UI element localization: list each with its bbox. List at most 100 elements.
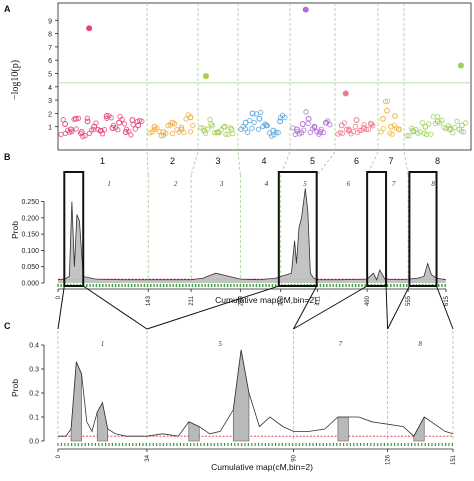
- snp-point: [73, 115, 79, 122]
- snp-point: [135, 122, 142, 129]
- probability-line: [57, 188, 447, 281]
- snp-point: [392, 113, 398, 119]
- panel-b-xtick-label: 211: [189, 295, 195, 305]
- snp-point: [320, 129, 326, 136]
- panel-c-marker-rug: [57, 443, 453, 446]
- qtl-interval-shade: [188, 421, 200, 442]
- snp-point: [221, 123, 228, 130]
- chromosome-divider-connector: [237, 151, 241, 176]
- snp-point: [258, 109, 264, 116]
- snp-point: [223, 131, 229, 137]
- panel-label-a: A: [4, 4, 11, 14]
- snp-point: [214, 130, 220, 136]
- panel-b-xtick-label: 615: [444, 295, 450, 306]
- snp-point: [187, 114, 194, 121]
- panel-b-xtick-label: 353: [279, 295, 285, 306]
- snp-point: [361, 122, 367, 128]
- panel-a-ytick-label: 6: [48, 58, 52, 65]
- panel-b-plot: [57, 188, 447, 283]
- zoom-connector: [82, 285, 148, 330]
- snp-point: [389, 131, 395, 137]
- chromosome-label: 2: [170, 156, 175, 166]
- snp-point: [108, 115, 114, 121]
- snp-point: [454, 118, 460, 124]
- panel-a-ytick-label: 3: [48, 98, 52, 105]
- snp-point: [380, 115, 386, 122]
- significant-snp-point: [86, 25, 93, 32]
- snp-point: [337, 129, 343, 136]
- panel-b-ytick-label: 0.200: [21, 215, 39, 222]
- snp-point: [352, 123, 359, 130]
- panel-a-ytick-label: 5: [48, 72, 52, 79]
- panel-a-frame: [57, 2, 472, 151]
- panel-b-xtick-label: 289: [238, 295, 244, 306]
- snp-point: [228, 126, 235, 133]
- snp-point: [410, 127, 417, 134]
- snp-point: [380, 125, 386, 132]
- qtl-region-box: [63, 171, 85, 287]
- panel-c-segment-label: 7: [339, 340, 343, 348]
- panel-c-segment-label: 1: [101, 340, 105, 348]
- panel-b-chromosome-label: 5: [303, 180, 307, 188]
- snp-point: [122, 129, 129, 135]
- snp-point: [419, 120, 425, 126]
- zoom-connector: [385, 285, 389, 330]
- panel-b-ylabel: Prob: [10, 221, 20, 239]
- snp-point: [463, 120, 469, 126]
- zoom-connector: [146, 285, 279, 330]
- snp-point: [121, 121, 127, 127]
- panel-a-ytick-label: 1: [48, 125, 52, 132]
- panel-b-xtick-label: 0: [56, 295, 62, 299]
- snp-point: [346, 127, 353, 134]
- panel-c-xtick-label: 0: [56, 454, 62, 458]
- panel-b-ytick-label: 0.250: [21, 199, 39, 206]
- panel-b-qtl-boxes: [63, 171, 438, 287]
- panel-b-chromosome-label: 7: [392, 180, 396, 188]
- snp-point: [190, 122, 196, 129]
- snp-point: [178, 124, 185, 130]
- snp-point: [305, 120, 311, 127]
- snp-point: [406, 133, 412, 139]
- snp-point: [242, 119, 249, 126]
- snp-point: [458, 128, 465, 134]
- snp-point: [460, 129, 467, 135]
- snp-point: [58, 131, 64, 138]
- zoom-connector-lines: [57, 285, 454, 330]
- snp-point: [270, 127, 277, 134]
- panel-b-xtick-label: 555: [406, 295, 412, 306]
- snp-point: [160, 129, 167, 135]
- snp-point: [459, 122, 465, 129]
- snp-point: [301, 127, 307, 133]
- zoom-connector: [436, 285, 454, 330]
- panel-b-xticks: 0 143 211 289 353 411 490 555 615: [56, 288, 450, 306]
- panel-c-ytick-label: 0.0: [29, 439, 39, 446]
- snp-point: [178, 126, 185, 133]
- panel-a-ylabel: −log10(p): [10, 60, 21, 100]
- snp-point: [215, 129, 221, 135]
- snp-point: [428, 131, 434, 137]
- snp-point: [294, 126, 300, 133]
- snp-point: [430, 114, 436, 120]
- chromosome-label: 3: [215, 156, 220, 166]
- panel-b-xlabel: Cumulative map(cM,bin=2): [215, 295, 317, 305]
- snp-point: [139, 118, 145, 125]
- panel-c-plot: [58, 349, 454, 442]
- panel-c-dividers: [57, 331, 454, 441]
- chromosome-labels: 1 2 3 4 5 6 7 8: [100, 156, 440, 166]
- chromosome-label: 1: [100, 156, 105, 166]
- panel-c-xtick-label: 126: [386, 454, 392, 465]
- qtl-interval-shade: [70, 361, 82, 442]
- snp-point: [452, 124, 458, 131]
- snp-point: [256, 115, 263, 122]
- panel-c-xtick-label: 151: [451, 454, 457, 465]
- snp-point: [129, 117, 136, 123]
- panel-b-chromosome-label: 3: [219, 180, 224, 188]
- snp-point: [130, 122, 136, 128]
- snp-point: [244, 129, 251, 135]
- snp-point: [385, 98, 391, 104]
- snp-point: [132, 126, 138, 132]
- snp-point: [434, 113, 441, 120]
- panel-c-xtick-label: 34: [145, 454, 151, 461]
